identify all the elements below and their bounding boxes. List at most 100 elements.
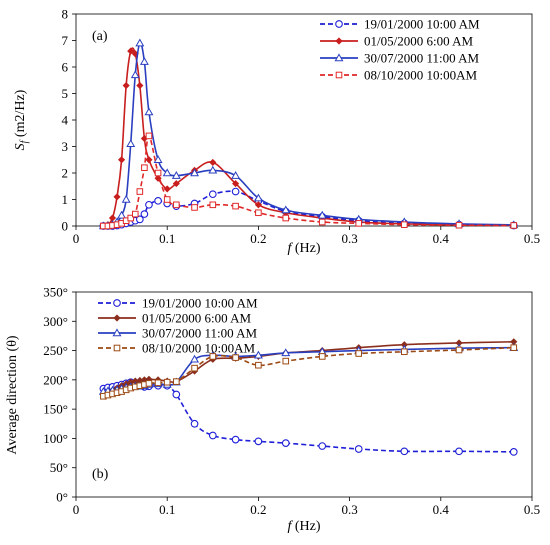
panel-b-series — [98, 338, 519, 456]
data-point — [135, 38, 145, 47]
data-point — [209, 201, 217, 209]
panel-a-spectrum-chart: (a) Sf (m2/Hz) f (Hz) 0 0.1 0.2 0.3 0.4 0.501… — [13, 7, 540, 257]
data-point — [127, 47, 135, 55]
data-point — [318, 353, 326, 360]
panel-a-y-axis-title-sub: f — [19, 139, 30, 143]
legend-label: 30/07/2000 11:00 AM — [364, 51, 480, 66]
data-point — [281, 439, 290, 447]
data-point — [172, 390, 181, 399]
y-tick-label: 200° — [43, 372, 68, 387]
x-tick-label: 0.3 — [341, 231, 357, 246]
data-point — [253, 193, 263, 202]
data-point — [455, 447, 463, 456]
data-point — [190, 354, 200, 363]
data-point — [282, 214, 290, 222]
data-point — [131, 210, 139, 218]
panel-b-ticks: 0 0.1 0.2 0.3 0.4 0.5 0° 50° 100° 150° 200° 250° 300… — [43, 285, 540, 518]
data-point — [154, 169, 162, 177]
data-point — [140, 210, 149, 218]
legend-label: 30/07/2000 11:00 AM — [142, 326, 258, 341]
data-point — [209, 353, 217, 360]
panel-b-x-axis-title: f (Hz) — [287, 519, 320, 534]
data-point — [121, 194, 131, 203]
data-point — [208, 190, 217, 199]
legend-marker — [113, 344, 121, 352]
data-point — [190, 419, 199, 428]
data-point — [173, 201, 180, 209]
data-point — [171, 171, 181, 179]
data-point — [130, 70, 140, 79]
data-point — [145, 380, 153, 387]
y-tick-label: 0 — [62, 219, 69, 234]
x-tick-label: 0 — [73, 231, 80, 246]
data-point — [355, 350, 363, 357]
data-point — [318, 442, 327, 450]
legend-marker — [112, 328, 122, 337]
panel-a-y-axis-title-base: S — [13, 143, 28, 150]
data-point — [139, 57, 149, 65]
y-tick-label: 100° — [43, 431, 68, 446]
x-tick-label: 0.3 — [341, 502, 357, 517]
y-tick-label: 5 — [62, 86, 69, 101]
data-point — [144, 107, 154, 116]
data-point — [173, 378, 180, 385]
series-4 — [100, 344, 518, 400]
data-point — [135, 215, 144, 224]
data-point — [354, 445, 363, 453]
panel-a-ticks: 0 0.1 0.2 0.3 0.4 0.5 0 1 2 3 4 5 6 7 8 — [62, 7, 541, 247]
y-tick-label: 350° — [43, 285, 68, 300]
data-point — [317, 210, 327, 219]
data-point — [153, 155, 163, 163]
data-point — [154, 379, 162, 387]
data-point — [209, 158, 217, 166]
legend-label: 08/10/2000 10:00AM — [142, 341, 255, 356]
panel-b-y-axis-title: Average direction (θ) — [5, 335, 20, 455]
data-point — [318, 218, 326, 226]
data-point — [232, 180, 240, 188]
data-point — [400, 447, 409, 456]
data-point — [232, 202, 239, 210]
panel-a-plot-frame — [75, 13, 533, 227]
svg-text:Sf (m2/Hz): Sf (m2/Hz) — [13, 89, 30, 150]
data-point — [231, 171, 241, 179]
data-point — [154, 196, 162, 205]
panel-b-label: (b) — [92, 467, 109, 482]
svg-text:Average direction (θ): Average direction (θ) — [5, 335, 20, 455]
data-point — [509, 448, 518, 456]
data-point — [253, 350, 263, 359]
data-point — [255, 209, 262, 217]
y-tick-label: 300° — [43, 314, 68, 329]
panel-a-series — [98, 38, 519, 230]
y-tick-label: 1 — [62, 192, 69, 207]
data-point — [136, 81, 144, 90]
panel-a-y-axis-title-rest: (m2/Hz) — [13, 89, 28, 140]
legend-marker — [113, 299, 121, 307]
data-point — [117, 210, 127, 219]
data-point — [401, 221, 408, 228]
y-tick-label: 0° — [56, 490, 68, 505]
data-point — [191, 204, 198, 211]
panel-b-plot-frame — [75, 291, 533, 498]
data-point — [208, 165, 218, 174]
legend-label: 01/05/2000 6:00 AM — [364, 34, 474, 49]
data-point — [255, 361, 262, 369]
panel-a-label: (a) — [92, 29, 108, 44]
legend-marker — [113, 314, 121, 322]
legend-label: 19/01/2000 10:00 AM — [142, 296, 258, 311]
y-tick-label: 50° — [50, 460, 68, 475]
x-tick-label: 0.4 — [433, 231, 450, 246]
legend-label: 08/10/2000 10:00AM — [364, 68, 477, 83]
data-point — [281, 205, 291, 214]
legend-marker — [334, 53, 344, 62]
data-point — [510, 222, 518, 229]
data-point — [254, 437, 263, 446]
data-point — [231, 435, 240, 444]
panel-a-y-axis-title: Sf (m2/Hz) — [13, 89, 30, 150]
legend-label: 19/01/2000 10:00 AM — [364, 17, 480, 32]
panel-b-direction-chart: (b) Average direction (θ) f (Hz) 0 0.1 0.2… — [5, 285, 540, 535]
data-point — [122, 81, 130, 90]
x-tick-label: 0.1 — [159, 502, 175, 517]
data-point — [401, 348, 408, 356]
data-point — [127, 214, 135, 222]
